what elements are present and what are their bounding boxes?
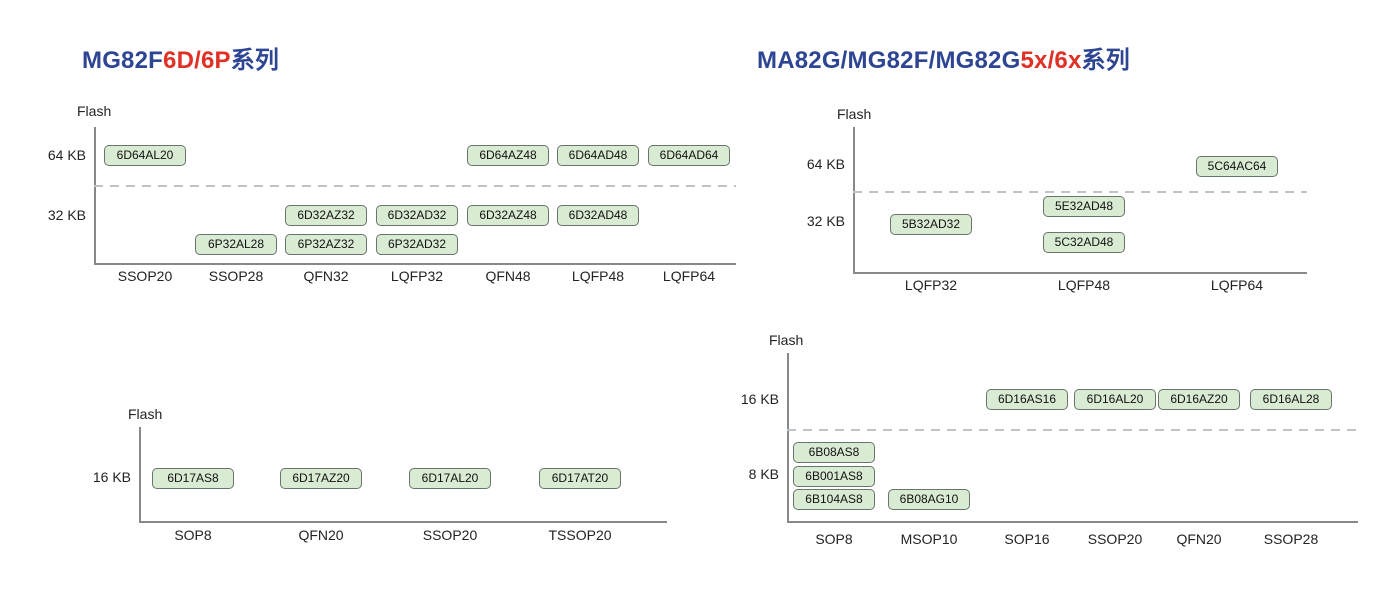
flash-size-tick-label: 64 KB bbox=[47, 147, 86, 163]
section-title-segment: 5x/6x bbox=[1020, 47, 1082, 74]
package-tick-label: LQFP32 bbox=[390, 268, 444, 284]
package-tick-label: LQFP64 bbox=[662, 268, 716, 284]
part-number-chip: 6D16AL20 bbox=[1074, 389, 1156, 410]
package-tick-label: LQFP32 bbox=[904, 277, 958, 293]
y-axis-line bbox=[139, 427, 141, 521]
x-axis-line bbox=[853, 272, 1307, 274]
flash-size-tick-label: 8 KB bbox=[748, 466, 779, 482]
part-number-chip: 6D32AZ32 bbox=[285, 205, 367, 226]
section-title-segment: 6D/6P bbox=[163, 47, 231, 74]
package-tick-label: TSSOP20 bbox=[548, 527, 612, 543]
part-number-chip: 6D64AD64 bbox=[648, 145, 730, 166]
part-number-chip: 5C64AC64 bbox=[1196, 156, 1278, 177]
part-number-chip: 6D17AT20 bbox=[539, 468, 621, 489]
flash-axis-title: Flash bbox=[837, 106, 872, 122]
part-number-chip: 6D17AL20 bbox=[409, 468, 491, 489]
package-tick-label: SOP8 bbox=[174, 527, 212, 543]
package-tick-label: LQFP48 bbox=[1057, 277, 1111, 293]
flash-band-divider-dashed-line bbox=[94, 185, 736, 187]
part-number-chip: 5E32AD48 bbox=[1043, 196, 1125, 217]
package-tick-label: SSOP20 bbox=[117, 268, 173, 284]
package-tick-label: SSOP28 bbox=[1263, 531, 1319, 547]
flash-size-tick-label: 64 KB bbox=[806, 156, 845, 172]
package-tick-label: QFN48 bbox=[485, 268, 531, 284]
part-number-chip: 6D16AL28 bbox=[1250, 389, 1332, 410]
section-title-segment: MA82G/MG82F/MG82G bbox=[757, 47, 1021, 74]
package-tick-label: QFN20 bbox=[298, 527, 344, 543]
x-axis-line bbox=[787, 521, 1358, 523]
package-tick-label: SOP8 bbox=[815, 531, 853, 547]
x-axis-line bbox=[139, 521, 667, 523]
part-number-chip: 6P32AD32 bbox=[376, 234, 458, 255]
flash-axis-title: Flash bbox=[128, 406, 163, 422]
flash-size-tick-label: 32 KB bbox=[47, 207, 86, 223]
y-axis-line bbox=[94, 127, 96, 263]
section-title-segment: 系列 bbox=[230, 47, 280, 74]
flash-axis-title: Flash bbox=[77, 103, 112, 119]
package-tick-label: SOP16 bbox=[1004, 531, 1050, 547]
y-axis-line bbox=[853, 127, 855, 272]
section-title: MG82F6D/6P系列 bbox=[82, 40, 279, 75]
part-number-chip: 6D16AZ20 bbox=[1158, 389, 1240, 410]
package-tick-label: LQFP48 bbox=[571, 268, 625, 284]
section-title-segment: 系列 bbox=[1081, 47, 1130, 74]
part-number-chip: 6D64AL20 bbox=[104, 145, 186, 166]
y-axis-line bbox=[787, 353, 789, 521]
part-number-chip: 6D32AZ48 bbox=[467, 205, 549, 226]
package-tick-label: MSOP10 bbox=[900, 531, 958, 547]
part-number-chip: 6P32AZ32 bbox=[285, 234, 367, 255]
part-number-chip: 6D17AZ20 bbox=[280, 468, 362, 489]
part-number-chip: 6D16AS16 bbox=[986, 389, 1068, 410]
package-tick-label: SSOP28 bbox=[208, 268, 264, 284]
x-axis-line bbox=[94, 263, 736, 265]
package-tick-label: QFN20 bbox=[1176, 531, 1222, 547]
part-number-chip: 6D64AZ48 bbox=[467, 145, 549, 166]
flash-band-divider-dashed-line bbox=[853, 191, 1307, 193]
section-title: MA82G/MG82F/MG82G5x/6x系列 bbox=[757, 40, 1130, 75]
flash-band-divider-dashed-line bbox=[787, 429, 1358, 431]
package-tick-label: SSOP20 bbox=[422, 527, 478, 543]
flash-axis-title: Flash bbox=[769, 332, 804, 348]
part-number-chip: 6D32AD48 bbox=[557, 205, 639, 226]
part-number-chip: 6B08AS8 bbox=[793, 442, 875, 463]
part-number-chip: 5B32AD32 bbox=[890, 214, 972, 235]
part-number-chip: 6P32AL28 bbox=[195, 234, 277, 255]
package-tick-label: QFN32 bbox=[303, 268, 349, 284]
part-number-chip: 6B001AS8 bbox=[793, 466, 875, 487]
flash-size-tick-label: 16 KB bbox=[92, 469, 131, 485]
part-number-chip: 6B104AS8 bbox=[793, 489, 875, 510]
package-tick-label: LQFP64 bbox=[1210, 277, 1264, 293]
part-number-chip: 6D17AS8 bbox=[152, 468, 234, 489]
package-tick-label: SSOP20 bbox=[1087, 531, 1143, 547]
flash-size-tick-label: 16 KB bbox=[740, 391, 779, 407]
part-number-chip: 6D64AD48 bbox=[557, 145, 639, 166]
section-title-segment: MG82F bbox=[82, 47, 164, 74]
part-number-chip: 5C32AD48 bbox=[1043, 232, 1125, 253]
part-number-chip: 6B08AG10 bbox=[888, 489, 970, 510]
flash-size-tick-label: 32 KB bbox=[806, 213, 845, 229]
part-number-chip: 6D32AD32 bbox=[376, 205, 458, 226]
